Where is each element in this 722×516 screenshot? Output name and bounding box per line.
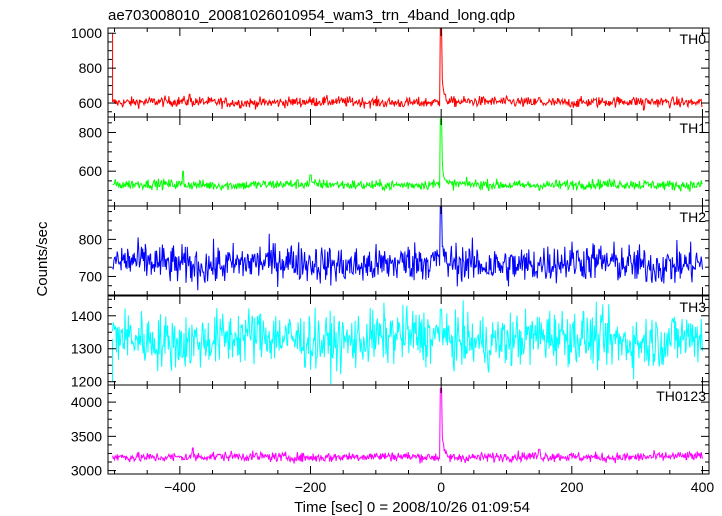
y-tick-label: 4000	[71, 394, 102, 410]
x-tick-label: 400	[691, 479, 715, 495]
series-line-th0	[112, 28, 703, 111]
series-line-th0123	[112, 387, 703, 464]
y-tick-label: 800	[79, 124, 103, 140]
y-tick-label: 3500	[71, 428, 102, 444]
y-tick-label: 1000	[71, 25, 102, 41]
x-tick-label: 0	[437, 479, 445, 495]
panel-th2: 700 800 TH2	[79, 205, 710, 296]
panel-frame	[107, 384, 710, 475]
panel-label-th2: TH2	[680, 209, 707, 225]
x-tick-label: 200	[560, 479, 584, 495]
panel-th0123: 3000 3500 4000 TH0123	[71, 384, 710, 479]
panel-frame	[107, 116, 710, 207]
y-tick-label: 1300	[71, 341, 102, 357]
series-line-th2	[112, 205, 703, 291]
series-line-th3	[112, 300, 703, 385]
panel-th3: 1200 1300 1400 TH3	[71, 295, 710, 390]
y-axis-label: Counts/sec	[34, 221, 51, 297]
panel-th0: 600 800 1000 TH0	[71, 25, 710, 118]
y-tick-label: 600	[79, 163, 103, 179]
y-tick-label: 3000	[71, 463, 102, 479]
y-tick-label: 1400	[71, 308, 102, 324]
chart-title: ae703008010_20081026010954_wam3_trn_4ban…	[108, 7, 515, 24]
panel-label-th1: TH1	[680, 120, 707, 136]
series-line-th1	[112, 118, 703, 192]
panel-label-th3: TH3	[680, 299, 707, 315]
panel-th1: 600 800 TH1	[79, 116, 710, 207]
x-axis-label: Time [sec] 0 = 2008/10/26 01:09:54	[294, 499, 530, 516]
y-tick-label: 800	[79, 60, 103, 76]
y-tick-label: 800	[79, 231, 103, 247]
y-tick-label: 700	[79, 268, 103, 284]
y-tick-label: 1200	[71, 374, 102, 390]
x-tick-label: −200	[295, 479, 327, 495]
y-tick-label: 600	[79, 95, 103, 111]
panel-label-th0: TH0	[680, 31, 707, 47]
panel-label-th0123: TH0123	[656, 388, 706, 404]
x-tick-label: −400	[164, 479, 196, 495]
